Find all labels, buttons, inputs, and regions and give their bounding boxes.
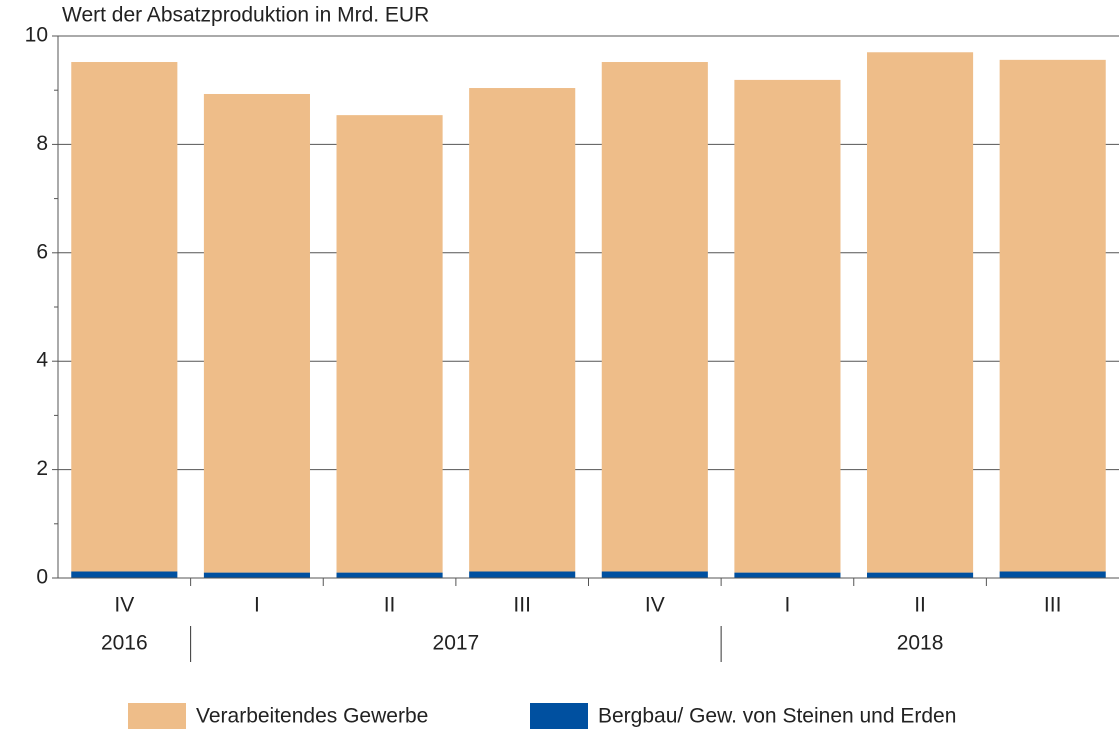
x-tick-label: IV: [114, 594, 134, 617]
y-tick-label: 10: [25, 24, 48, 47]
bar-segment: [336, 572, 443, 578]
y-tick-label: 4: [36, 349, 48, 372]
y-tick-label: 6: [36, 240, 48, 263]
bar-segment: [71, 571, 178, 578]
bar-segment: [469, 571, 576, 578]
x-group-label: 2018: [897, 632, 944, 655]
bar-segment: [601, 571, 708, 578]
chart-title: Wert der Absatzproduktion in Mrd. EUR: [62, 4, 429, 27]
x-tick-label: I: [254, 594, 260, 617]
x-tick-label: IV: [645, 594, 665, 617]
bar-segment: [734, 79, 841, 573]
x-group-label: 2017: [433, 632, 480, 655]
bar-segment: [203, 93, 310, 573]
bar-segment: [734, 572, 841, 578]
x-tick-label: III: [1044, 594, 1062, 617]
x-tick-label: III: [513, 594, 531, 617]
bar-segment: [203, 572, 310, 578]
legend-swatch: [530, 703, 588, 729]
x-tick-label: II: [914, 594, 926, 617]
bar-segment: [999, 571, 1106, 578]
y-tick-label: 2: [36, 457, 48, 480]
bar-segment: [999, 59, 1106, 572]
x-tick-label: I: [785, 594, 791, 617]
x-tick-label: II: [384, 594, 396, 617]
y-tick-label: 8: [36, 132, 48, 155]
y-tick-label: 0: [36, 566, 48, 589]
bar-segment: [71, 62, 178, 572]
legend-label: Bergbau/ Gew. von Steinen und Erden: [598, 705, 956, 728]
bar-segment: [336, 115, 443, 573]
bar-segment: [469, 88, 576, 572]
bar-segment: [867, 52, 974, 573]
legend-swatch: [128, 703, 186, 729]
bar-segment: [601, 62, 708, 572]
bar-segment: [867, 572, 974, 578]
x-group-label: 2016: [101, 632, 148, 655]
legend-label: Verarbeitendes Gewerbe: [196, 705, 428, 728]
